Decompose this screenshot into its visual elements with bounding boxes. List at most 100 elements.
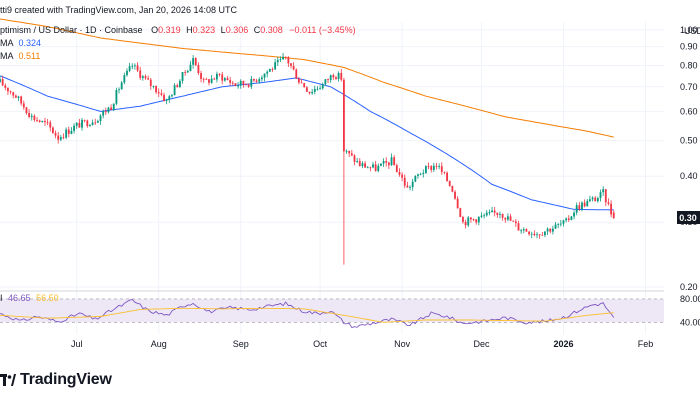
candle-body	[557, 223, 560, 225]
candle-body	[432, 165, 435, 170]
candle-body	[456, 198, 459, 209]
candle-body	[41, 120, 44, 122]
candle-body	[12, 92, 15, 96]
ma-fast-value: 0.324	[19, 38, 42, 48]
candle-body	[554, 224, 557, 229]
candle-body	[382, 161, 385, 164]
candle-body	[51, 127, 54, 134]
rsi-legend: I 46.65 56.50	[0, 293, 59, 303]
rsi-lines	[0, 298, 615, 329]
candle-body	[282, 56, 284, 60]
rsi-label: I	[0, 293, 3, 303]
candle-body	[141, 76, 144, 78]
candle-body	[144, 76, 147, 79]
price-tick-label: 0.40	[680, 171, 698, 181]
candle-body	[205, 79, 208, 80]
candle-body	[290, 63, 292, 66]
candle-body	[300, 82, 303, 84]
candle-body	[14, 95, 17, 98]
candle-body	[253, 78, 255, 81]
candle-body	[591, 197, 594, 200]
candle-body	[36, 120, 38, 121]
candle-body	[512, 220, 515, 222]
ma-slow-legend: MA 0.511	[0, 51, 40, 61]
candle-body	[472, 219, 475, 221]
candle-body	[110, 107, 113, 111]
candle-body	[387, 162, 390, 166]
ma-fast-legend: MA 0.324	[0, 38, 41, 48]
candle-body	[451, 185, 454, 192]
candle-body	[364, 163, 366, 168]
candle-body	[202, 78, 205, 80]
candle-body	[245, 84, 247, 86]
candle-body	[229, 80, 232, 83]
candle-body	[414, 175, 417, 182]
candle-body	[575, 205, 578, 213]
candle-body	[189, 64, 192, 72]
candle-body	[279, 59, 282, 60]
candle-body	[292, 65, 295, 70]
candle-body	[311, 91, 314, 94]
candle-body	[324, 79, 327, 85]
candle-body	[73, 125, 75, 131]
ohlc-o: 0.319	[158, 25, 181, 35]
candle-body	[602, 189, 605, 193]
candle-body	[155, 85, 158, 93]
candle-body	[395, 165, 398, 173]
candle-body	[57, 135, 60, 140]
candle-body	[210, 78, 213, 83]
rsi-band-fill	[0, 298, 664, 323]
candle-body	[496, 212, 499, 215]
candle-body	[197, 65, 200, 74]
candle-body	[96, 121, 99, 123]
candle-body	[102, 111, 105, 116]
candle-body	[393, 157, 396, 166]
ma-slow-value: 0.511	[19, 51, 41, 61]
candle-body	[501, 214, 504, 218]
candle-body	[123, 75, 126, 83]
moving-averages	[0, 18, 614, 211]
candle-body	[221, 74, 224, 81]
candle-body	[583, 202, 586, 207]
candle-body	[377, 165, 380, 171]
candle-body	[176, 85, 179, 87]
candles[interactable]	[0, 52, 615, 265]
candle-body	[17, 96, 20, 98]
candle-body	[118, 89, 120, 91]
candle-body	[186, 71, 189, 73]
candle-body	[499, 214, 501, 215]
candle-body	[168, 96, 171, 100]
candle-body	[517, 223, 520, 231]
candle-body	[89, 125, 91, 127]
candle-body	[403, 177, 406, 186]
candle-body	[586, 200, 589, 207]
candle-body	[321, 84, 324, 89]
candle-body	[263, 73, 266, 78]
time-tick-label: Dec	[473, 339, 490, 349]
price-tick-label: 0.90	[680, 42, 698, 52]
candle-body	[215, 73, 218, 80]
candle-body	[171, 95, 173, 97]
candle-body	[99, 115, 102, 122]
candle-body	[223, 78, 226, 81]
candle-body	[128, 66, 131, 71]
candle-body	[422, 172, 425, 174]
candle-body	[446, 172, 449, 182]
candle-body	[234, 83, 237, 86]
candle-body	[565, 218, 568, 221]
candle-body	[514, 221, 517, 224]
candle-body	[28, 113, 31, 117]
candle-body	[366, 167, 369, 169]
candle-body	[348, 150, 351, 154]
tradingview-logo-icon	[0, 373, 16, 387]
candle-body	[287, 57, 290, 64]
candle-body	[612, 212, 615, 218]
candle-body	[440, 166, 443, 172]
candle-body	[298, 78, 300, 83]
candle-body	[218, 73, 221, 75]
candle-body	[152, 85, 155, 87]
candle-body	[44, 120, 46, 123]
candle-body	[303, 83, 306, 88]
candle-body	[226, 78, 229, 81]
